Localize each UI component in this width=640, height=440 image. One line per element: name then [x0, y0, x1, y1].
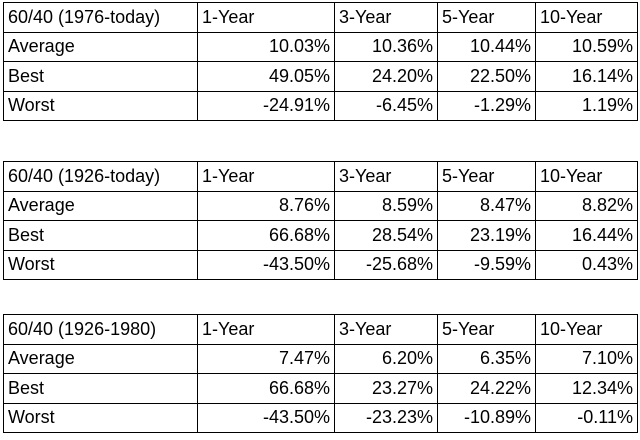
value-cell: 22.50%	[437, 61, 536, 92]
value-cell: 12.34%	[535, 373, 638, 404]
row-label: Worst	[3, 249, 198, 280]
value-cell: -23.23%	[334, 402, 438, 433]
returns-table: 60/40 (1976-today) 1-Year 3-Year 5-Year 10-Y…	[3, 2, 638, 121]
header-cell: 5-Year	[437, 2, 536, 33]
row-label: Average	[3, 190, 198, 221]
value-cell: 66.68%	[197, 220, 335, 251]
value-cell: 8.59%	[334, 190, 438, 221]
row-label: Average	[3, 343, 198, 374]
returns-table: 60/40 (1926-today) 1-Year 3-Year 5-Year 10-Y…	[3, 161, 638, 280]
data-row: Worst -24.91% -6.45% -1.29% 1.19%	[3, 90, 638, 121]
value-cell: -9.59%	[437, 249, 536, 280]
header-cell: 60/40 (1926-today)	[3, 161, 198, 192]
value-cell: 6.35%	[437, 343, 536, 374]
row-label: Best	[3, 61, 198, 92]
value-cell: 10.44%	[437, 31, 536, 62]
value-cell: 7.10%	[535, 343, 638, 374]
value-cell: 16.14%	[535, 61, 638, 92]
header-cell: 5-Year	[437, 161, 536, 192]
row-label: Best	[3, 373, 198, 404]
value-cell: -25.68%	[334, 249, 438, 280]
value-cell: -10.89%	[437, 402, 536, 433]
header-row: 60/40 (1926-today) 1-Year 3-Year 5-Year 10-Y…	[3, 161, 638, 192]
row-label: Worst	[3, 402, 198, 433]
header-cell: 10-Year	[535, 2, 638, 33]
value-cell: 66.68%	[197, 373, 335, 404]
row-label: Average	[3, 31, 198, 62]
header-cell: 3-Year	[334, 161, 438, 192]
header-cell: 1-Year	[197, 314, 335, 345]
header-cell: 10-Year	[535, 161, 638, 192]
header-cell: 1-Year	[197, 2, 335, 33]
row-label: Best	[3, 220, 198, 251]
value-cell: 16.44%	[535, 220, 638, 251]
header-cell: 60/40 (1926-1980)	[3, 314, 198, 345]
value-cell: 24.22%	[437, 373, 536, 404]
data-row: Average 8.76% 8.59% 8.47% 8.82%	[3, 190, 638, 221]
value-cell: 1.19%	[535, 90, 638, 121]
header-cell: 3-Year	[334, 314, 438, 345]
header-row: 60/40 (1926-1980) 1-Year 3-Year 5-Year 10-Ye…	[3, 314, 638, 345]
header-cell: 3-Year	[334, 2, 438, 33]
value-cell: 10.03%	[197, 31, 335, 62]
value-cell: -6.45%	[334, 90, 438, 121]
row-label: Worst	[3, 90, 198, 121]
data-row: Average 7.47% 6.20% 6.35% 7.10%	[3, 343, 638, 374]
data-row: Worst -43.50% -25.68% -9.59% 0.43%	[3, 249, 638, 280]
value-cell: -0.11%	[535, 402, 638, 433]
data-row: Best 49.05% 24.20% 22.50% 16.14%	[3, 61, 638, 92]
header-cell: 5-Year	[437, 314, 536, 345]
value-cell: 23.27%	[334, 373, 438, 404]
value-cell: 28.54%	[334, 220, 438, 251]
value-cell: -24.91%	[197, 90, 335, 121]
value-cell: 0.43%	[535, 249, 638, 280]
value-cell: 24.20%	[334, 61, 438, 92]
value-cell: 8.47%	[437, 190, 536, 221]
data-row: Best 66.68% 23.27% 24.22% 12.34%	[3, 373, 638, 404]
value-cell: 49.05%	[197, 61, 335, 92]
header-cell: 10-Year	[535, 314, 638, 345]
value-cell: -1.29%	[437, 90, 536, 121]
header-row: 60/40 (1976-today) 1-Year 3-Year 5-Year 10-Y…	[3, 2, 638, 33]
data-row: Average 10.03% 10.36% 10.44% 10.59%	[3, 31, 638, 62]
value-cell: 10.59%	[535, 31, 638, 62]
value-cell: 8.82%	[535, 190, 638, 221]
value-cell: 23.19%	[437, 220, 536, 251]
header-cell: 60/40 (1976-today)	[3, 2, 198, 33]
value-cell: -43.50%	[197, 249, 335, 280]
header-cell: 1-Year	[197, 161, 335, 192]
returns-table: 60/40 (1926-1980) 1-Year 3-Year 5-Year 10-Ye…	[3, 314, 638, 433]
value-cell: -43.50%	[197, 402, 335, 433]
data-row: Worst -43.50% -23.23% -10.89% -0.11%	[3, 402, 638, 433]
value-cell: 7.47%	[197, 343, 335, 374]
value-cell: 6.20%	[334, 343, 438, 374]
data-row: Best 66.68% 28.54% 23.19% 16.44%	[3, 220, 638, 251]
value-cell: 10.36%	[334, 31, 438, 62]
value-cell: 8.76%	[197, 190, 335, 221]
